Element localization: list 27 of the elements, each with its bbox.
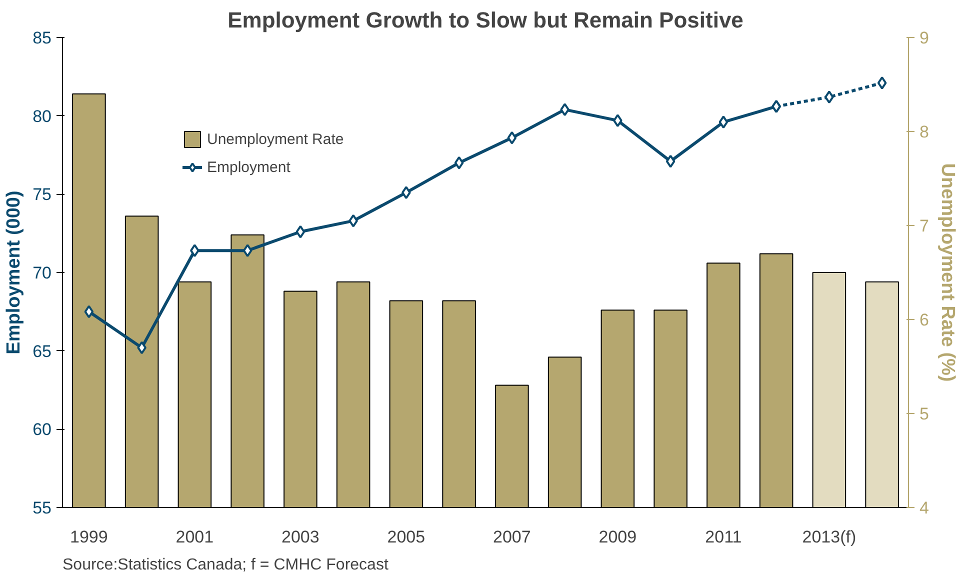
y2-axis-title: Unemployment Rate (%) <box>936 163 958 382</box>
x-tick-label: 1999 <box>70 528 108 546</box>
y2-tick-label: 4 <box>920 498 929 518</box>
y2-tick-label: 5 <box>920 404 929 424</box>
x-tick-label: 2003 <box>282 528 320 546</box>
y-tick-label: 65 <box>32 342 52 361</box>
x-tick-label: 2005 <box>387 528 426 546</box>
y2-tick-label: 6 <box>920 310 929 330</box>
y-tick-label: 85 <box>32 28 52 48</box>
y-tick-label: 80 <box>32 106 52 126</box>
x-tick-label: 2009 <box>598 528 637 546</box>
y-tick-label: 60 <box>32 420 52 440</box>
source-note: Source:Statistics Canada; f = CMHC Forecast <box>62 556 389 574</box>
x-tick-label: 2001 <box>176 528 214 546</box>
y-axis-title: Employment (000) <box>4 190 25 354</box>
y2-tick-label: 7 <box>920 216 929 236</box>
y-tick-label: 70 <box>32 264 52 282</box>
y-tick-label: 75 <box>32 185 52 204</box>
chart-title: Employment Growth to Slow but Remain Positive <box>228 8 744 32</box>
x-tick-label: 2011 <box>705 528 742 546</box>
y2-tick-label: 9 <box>920 28 929 48</box>
y2-tick-label: 8 <box>920 122 929 142</box>
legend-label: Employment <box>207 158 290 176</box>
x-tick-label: 2007 <box>493 528 531 546</box>
x-tick-label: 2013(f) <box>802 528 856 546</box>
legend-label: Unemployment Rate <box>207 130 344 148</box>
y-tick-label: 55 <box>32 498 52 518</box>
